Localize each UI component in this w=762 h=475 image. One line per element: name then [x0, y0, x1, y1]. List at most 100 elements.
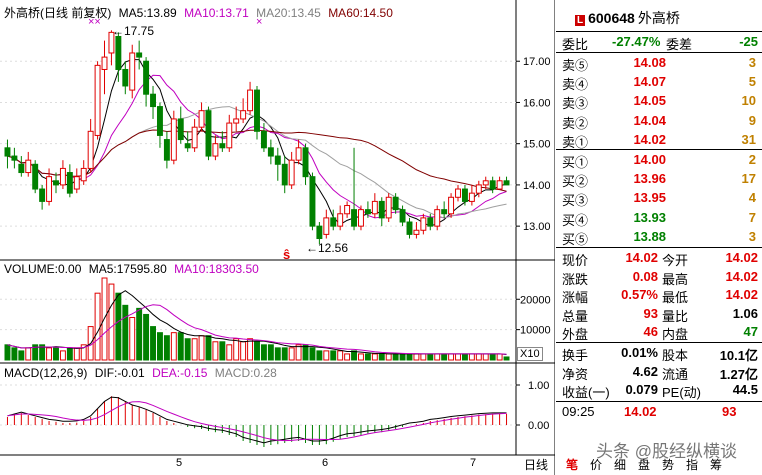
period-button[interactable]: 日线	[524, 458, 549, 472]
kline-chart[interactable]: 17.00 16.00 15.00 14.00 13.00 20000 10000 1.00 0…	[0, 0, 555, 475]
volume-bar	[399, 353, 406, 361]
sell-volume: 31	[741, 131, 756, 147]
volume-bar	[427, 353, 434, 361]
volume-bar	[254, 341, 260, 361]
candle-body	[94, 64, 101, 136]
stock-name: 外高桥	[637, 10, 680, 26]
sell-volume: 10	[741, 93, 756, 109]
candle-body	[46, 176, 53, 202]
buy-volume: 4	[748, 190, 756, 206]
buy-price: 13.96	[633, 171, 666, 187]
s-marker: ŝ	[283, 247, 291, 262]
divider	[556, 149, 762, 150]
volume-bar	[323, 350, 330, 361]
xx-marker: ××	[88, 16, 101, 28]
date-label-6: 6	[322, 457, 329, 469]
volume-bar	[330, 350, 337, 361]
moving-average-lines	[7, 59, 507, 227]
macd-title: MACD(12,26,9)	[4, 366, 88, 380]
weicha-label: 委差	[666, 37, 693, 52]
volume-bar	[274, 347, 281, 361]
candle-body	[496, 180, 503, 190]
bottom-tabs: 笔价细盘势指筹	[560, 456, 762, 473]
stat-left-value: 46	[643, 324, 658, 340]
price-axis-label: 14.00	[523, 180, 551, 192]
divider	[556, 247, 762, 248]
sell-price: 14.04	[633, 112, 666, 128]
sell-row[interactable]: 卖② 14.04 9	[559, 111, 762, 131]
volume-bar	[18, 350, 25, 361]
candle-body	[461, 188, 468, 202]
volume-bar	[143, 313, 150, 361]
stat2-right-label: 股本	[662, 348, 689, 363]
weibi-label: 委比	[562, 37, 589, 52]
stat-left-value: 14.02	[625, 250, 658, 265]
tab-jia[interactable]: 价	[589, 458, 602, 472]
sell-row[interactable]: 卖① 14.02 31	[559, 130, 762, 150]
candle-body	[392, 196, 399, 211]
tab-shi[interactable]: 势	[661, 458, 674, 472]
buy-row[interactable]: 买③ 13.95 4	[559, 188, 762, 208]
divider	[556, 31, 762, 32]
candle-body	[399, 209, 406, 223]
tab-chou[interactable]: 筹	[709, 458, 722, 472]
tick-volume: 93	[722, 404, 737, 419]
x-marker: ×	[256, 16, 263, 28]
volume-bar	[198, 335, 205, 361]
candle-body	[129, 52, 136, 91]
tick-price: 14.02	[624, 404, 657, 419]
tab-pan[interactable]: 盘	[637, 458, 650, 472]
candle-body	[455, 188, 461, 198]
stat2-left: 换手 0.01%	[562, 344, 662, 363]
candle-body	[163, 139, 170, 161]
candle-body	[344, 205, 351, 215]
candle-body	[122, 68, 129, 87]
tab-xi[interactable]: 细	[613, 458, 626, 472]
x10-badge: X10	[517, 347, 543, 361]
volume-bar	[184, 338, 191, 361]
sell-label: 卖③	[562, 96, 589, 112]
buy-price: 13.88	[633, 228, 666, 244]
badge-icon: L	[575, 15, 586, 26]
sell-row[interactable]: 卖③ 14.05 10	[559, 91, 762, 111]
tab-bi[interactable]: 笔	[565, 458, 578, 472]
volume-bar	[267, 344, 274, 361]
candle-body	[420, 217, 427, 231]
candle-body	[448, 196, 455, 215]
tab-zhi[interactable]: 指	[685, 458, 698, 472]
volume-bar	[448, 353, 455, 361]
macd-header: MACD(12,26,9) DIF:-0.01 DEA:-0.15 MACD:0…	[4, 366, 281, 380]
volume-bar	[191, 338, 198, 361]
stat-right-value: 14.02	[725, 268, 758, 284]
volume-bar	[475, 353, 482, 361]
stat2-right-value: 44.5	[732, 382, 758, 398]
volume-bar	[212, 341, 219, 361]
buy-row[interactable]: 买② 13.96 17	[559, 169, 762, 189]
weicha-value: -25	[739, 34, 758, 49]
candle-body	[427, 217, 434, 227]
price-axis-label: 17.00	[523, 56, 551, 68]
sell-label: 卖⑤	[562, 58, 589, 73]
ma20-label: MA20:13.45	[256, 6, 321, 20]
candle-body	[288, 159, 295, 186]
buy-label: 买⑤	[562, 231, 589, 247]
candle-body	[503, 180, 510, 186]
sell-row[interactable]: 卖⑤ 14.08 3	[559, 53, 762, 73]
candle-body	[53, 180, 59, 186]
buy-row[interactable]: 买④ 13.93 7	[559, 208, 762, 228]
stat-right: 内盘 47	[662, 323, 762, 342]
stat-right: 最低 14.02	[662, 286, 762, 305]
volume-bar	[295, 344, 302, 361]
stat-left-value: 0.57%	[621, 287, 658, 303]
stat2-right-label: PE(动)	[662, 385, 702, 401]
sell-row[interactable]: 卖④ 14.07 5	[559, 72, 762, 92]
volume-bar	[39, 344, 46, 361]
buy-row[interactable]: 买① 14.00 2	[559, 150, 762, 170]
stat2-right-value: 10.1亿	[719, 348, 758, 363]
buy-row[interactable]: 买⑤ 13.88 3	[559, 227, 762, 247]
date-label-7: 7	[470, 457, 477, 469]
volume-bar	[80, 344, 87, 361]
buy-volume: 17	[741, 171, 756, 187]
volume-bar	[73, 347, 80, 361]
stat2-right-value: 1.27亿	[719, 366, 758, 382]
